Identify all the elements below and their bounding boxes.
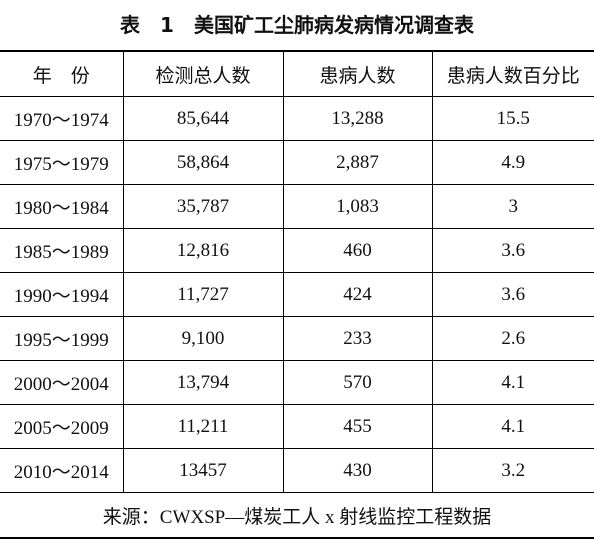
table-head: 年 份检测总人数 患病人数 患病人数百分比 <box>0 50 594 97</box>
table-cell: 85,644 <box>122 96 283 141</box>
source-row: 来源：CWXSP—煤炭工人 x 射线监控工程数据 <box>0 492 594 538</box>
table-cell: 1990～1994 <box>0 272 123 317</box>
table-row: 2005～2009 11,211 455 4.1 <box>0 404 594 449</box>
table-cell: 12,816 <box>122 228 283 273</box>
table-cell: 424 <box>282 272 432 317</box>
table-cell: 2005～2009 <box>0 404 123 449</box>
table-cell: 455 <box>282 404 432 449</box>
header-cell: 检测总人数 <box>122 50 283 97</box>
data-table: 年 份检测总人数 患病人数 患病人数百分比 1970～1974 85,644 13,28… <box>0 50 594 539</box>
table-cell: 11,727 <box>122 272 283 317</box>
source-note: 来源：CWXSP—煤炭工人 x 射线监控工程数据 <box>0 492 594 538</box>
table-title: 表 1 美国矿工尘肺病发病情况调查表 <box>120 13 474 37</box>
table-cell: 11,211 <box>122 404 283 449</box>
table-row: 1975～1979 58,864 2,887 4.9 <box>0 140 594 185</box>
table-cell: 4.9 <box>431 140 594 185</box>
table-cell: 3 <box>431 184 594 229</box>
table-cell: 13,288 <box>282 96 432 141</box>
table-cell: 2.6 <box>431 316 594 361</box>
table-cell: 570 <box>282 360 432 405</box>
table-cell: 35,787 <box>122 184 283 229</box>
header-cell: 患病人数 <box>282 50 432 97</box>
table-row: 1990～1994 11,727 424 3.6 <box>0 272 594 317</box>
table-cell: 233 <box>282 316 432 361</box>
table-cell: 1,083 <box>282 184 432 229</box>
table-cell: 4.1 <box>431 404 594 449</box>
table-cell: 1970～1974 <box>0 96 123 141</box>
table-cell: 3.6 <box>431 272 594 317</box>
table-row: 1980～1984 35,787 1,083 3 <box>0 184 594 229</box>
table-cell: 3.2 <box>431 448 594 493</box>
header-row: 年 份检测总人数 患病人数 患病人数百分比 <box>0 50 594 97</box>
table-row: 1970～1974 85,644 13,288 15.5 <box>0 96 594 141</box>
table-row: 1985～1989 12,816 460 3.6 <box>0 228 594 273</box>
table-cell: 1975～1979 <box>0 140 123 185</box>
table-body: 1970～1974 85,644 13,288 15.5 1975～1979 58,864… <box>0 96 594 538</box>
table-cell: 1980～1984 <box>0 184 123 229</box>
table-cell: 4.1 <box>431 360 594 405</box>
table-row: 2000～2004 13,794 570 4.1 <box>0 360 594 405</box>
table-cell: 1995～1999 <box>0 316 123 361</box>
table-row: 2010～2014 13457 430 3.2 <box>0 448 594 493</box>
header-cell: 患病人数百分比 <box>431 50 594 97</box>
table-cell: 2,887 <box>282 140 432 185</box>
table-row: 1995～1999 9,100 233 2.6 <box>0 316 594 361</box>
table-cell: 460 <box>282 228 432 273</box>
table-cell: 430 <box>282 448 432 493</box>
table-cell: 58,864 <box>122 140 283 185</box>
header-cell: 年 份 <box>0 50 123 97</box>
table-cell: 1985～1989 <box>0 228 123 273</box>
table-cell: 13457 <box>122 448 283 493</box>
table-cell: 15.5 <box>431 96 594 141</box>
table-cell: 3.6 <box>431 228 594 273</box>
table-cell: 13,794 <box>122 360 283 405</box>
table-cell: 2010～2014 <box>0 448 123 493</box>
table-cell: 2000～2004 <box>0 360 123 405</box>
table-cell: 9,100 <box>122 316 283 361</box>
